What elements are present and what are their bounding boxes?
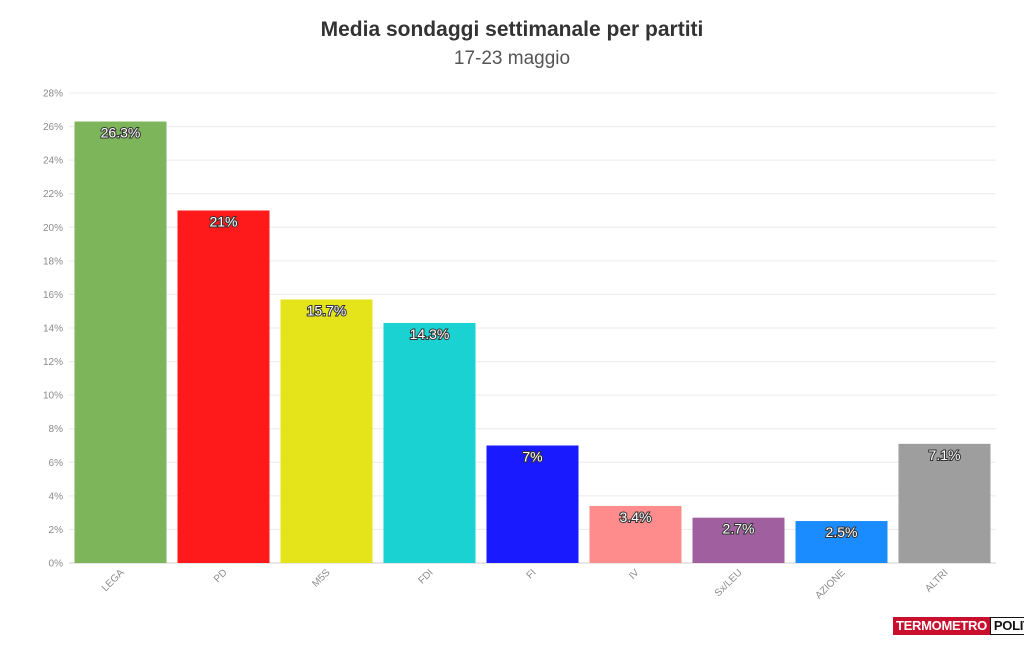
y-tick-label: 2% xyxy=(49,525,64,536)
chart-subtitle: 17-23 maggio xyxy=(453,48,571,69)
data-label: 2.5% xyxy=(826,524,858,540)
logo-part-2: POLITICO xyxy=(989,617,1024,635)
bar-sx-leu[interactable] xyxy=(692,517,785,563)
chart-title: Media sondaggi settimanale per partiti xyxy=(320,18,704,41)
y-tick-label: 28% xyxy=(43,89,63,100)
x-tick-label: Sx/LEU xyxy=(713,567,745,599)
x-tick-label: LEGA xyxy=(100,567,127,594)
y-tick-label: 12% xyxy=(43,357,63,368)
termometro-politico-logo[interactable]: TERMOMETRO POLITICO xyxy=(893,617,1024,635)
x-tick-label: AZIONE xyxy=(814,567,848,601)
y-tick-label: 0% xyxy=(49,559,64,570)
data-label: 2.7% xyxy=(723,521,755,537)
x-tick-label: FI xyxy=(525,567,539,581)
y-tick-label: 8% xyxy=(49,424,64,435)
y-tick-label: 4% xyxy=(49,491,64,502)
y-tick-label: 22% xyxy=(43,189,63,200)
y-tick-label: 14% xyxy=(43,324,63,335)
data-label: 21% xyxy=(209,214,237,230)
bar-m5s[interactable] xyxy=(280,299,373,563)
bars xyxy=(74,121,991,564)
bar-iv[interactable] xyxy=(589,505,682,563)
bar-altri[interactable] xyxy=(898,443,991,563)
y-tick-label: 16% xyxy=(43,290,63,301)
y-tick-label: 26% xyxy=(43,122,63,133)
bar-pd[interactable] xyxy=(177,210,270,564)
y-tick-label: 24% xyxy=(43,156,63,167)
x-tick-label: IV xyxy=(627,567,642,582)
data-label: 7% xyxy=(522,449,542,465)
data-label: 15.7% xyxy=(307,302,347,318)
y-tick-label: 6% xyxy=(49,458,64,469)
y-tick-label: 20% xyxy=(43,223,63,234)
y-tick-label: 10% xyxy=(43,391,63,402)
bar-fdi[interactable] xyxy=(383,322,476,563)
data-label: 7.1% xyxy=(929,447,961,463)
y-axis: 0% 2% 4% 6% 8% 10% 12% 14% 16% 18% 20% 22% 24% 26% 28% xyxy=(43,89,63,570)
bar-fi[interactable] xyxy=(486,445,579,564)
x-tick-label: FDI xyxy=(416,567,435,586)
data-label: 3.4% xyxy=(620,509,652,525)
x-tick-label: PD xyxy=(212,567,230,585)
data-label: 26.3% xyxy=(101,125,141,141)
data-label: 14.3% xyxy=(410,326,450,342)
x-tick-label: M5S xyxy=(310,567,333,590)
bar-lega[interactable] xyxy=(74,121,167,564)
x-axis: LEGA PD M5S FDI FI IV Sx/LEU AZIONE ALTRI xyxy=(100,567,951,601)
logo-part-1: TERMOMETRO xyxy=(893,617,990,635)
bar-azione[interactable] xyxy=(795,521,888,563)
x-tick-label: ALTRI xyxy=(923,567,950,594)
y-tick-label: 18% xyxy=(43,256,63,267)
data-labels: 26.3% 21% 15.7% 14.3% 7% 3.4% 2.7% 2.5% 7.1% xyxy=(100,124,962,541)
